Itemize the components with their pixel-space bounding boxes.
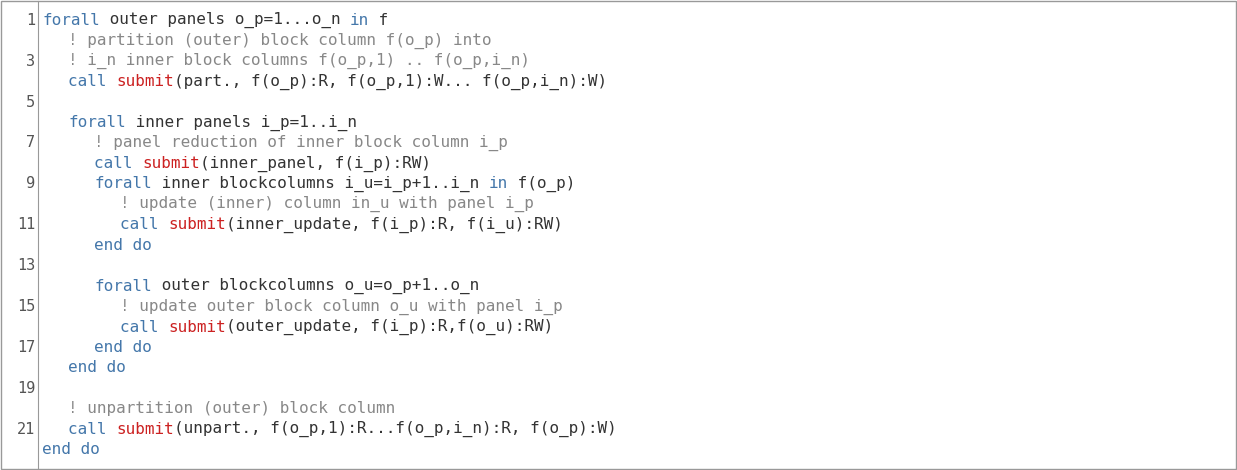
Text: submit: submit — [116, 74, 174, 89]
Text: inner panels i_p=1..i_n: inner panels i_p=1..i_n — [126, 114, 356, 131]
Text: f(o_p): f(o_p) — [508, 176, 575, 192]
Text: end do: end do — [94, 340, 152, 355]
Text: (inner_update, f(i_p):R, f(i_u):RW): (inner_update, f(i_p):R, f(i_u):RW) — [226, 217, 563, 233]
Text: ! panel reduction of inner block column i_p: ! panel reduction of inner block column … — [94, 135, 508, 151]
Text: call: call — [120, 320, 168, 335]
Text: 11: 11 — [17, 217, 35, 232]
Text: (unpart., f(o_p,1):R...f(o_p,i_n):R, f(o_p):W): (unpart., f(o_p,1):R...f(o_p,i_n):R, f(o… — [174, 421, 616, 438]
Text: 19: 19 — [17, 381, 35, 396]
Text: 15: 15 — [17, 299, 35, 314]
Text: end do: end do — [94, 238, 152, 253]
Text: submit: submit — [168, 217, 226, 232]
Text: 5: 5 — [26, 94, 35, 110]
Text: 7: 7 — [26, 135, 35, 150]
Text: call: call — [120, 217, 168, 232]
Text: 21: 21 — [17, 422, 35, 437]
Text: 13: 13 — [17, 258, 35, 273]
Text: ! update (inner) column in_u with panel i_p: ! update (inner) column in_u with panel … — [120, 196, 534, 212]
Text: submit: submit — [116, 422, 174, 437]
Text: (outer_update, f(i_p):R,f(o_u):RW): (outer_update, f(i_p):R,f(o_u):RW) — [226, 319, 553, 335]
Text: (inner_panel, f(i_p):RW): (inner_panel, f(i_p):RW) — [200, 155, 430, 172]
Text: outer panels o_p=1...o_n: outer panels o_p=1...o_n — [100, 12, 350, 28]
Text: (part., f(o_p):R, f(o_p,1):W... f(o_p,i_n):W): (part., f(o_p):R, f(o_p,1):W... f(o_p,i_… — [174, 73, 607, 90]
Text: ! unpartition (outer) block column: ! unpartition (outer) block column — [68, 401, 396, 416]
Text: 1: 1 — [26, 13, 35, 28]
Text: end do: end do — [42, 442, 100, 457]
Text: 17: 17 — [17, 340, 35, 355]
Text: inner blockcolumns i_u=i_p+1..i_n: inner blockcolumns i_u=i_p+1..i_n — [152, 176, 489, 192]
Text: in: in — [350, 13, 370, 28]
Text: forall: forall — [42, 13, 100, 28]
Text: ! partition (outer) block column f(o_p) into: ! partition (outer) block column f(o_p) … — [68, 32, 491, 49]
Text: submit: submit — [142, 156, 200, 171]
Text: ! i_n inner block columns f(o_p,1) .. f(o_p,i_n): ! i_n inner block columns f(o_p,1) .. f(… — [68, 53, 529, 69]
Text: call: call — [68, 74, 116, 89]
Text: forall: forall — [68, 115, 126, 130]
Text: end do: end do — [68, 360, 126, 376]
Text: forall: forall — [94, 176, 152, 191]
Text: forall: forall — [94, 279, 152, 294]
Text: call: call — [94, 156, 142, 171]
Text: submit: submit — [168, 320, 226, 335]
Text: ! update outer block column o_u with panel i_p: ! update outer block column o_u with pan… — [120, 298, 563, 315]
Text: call: call — [68, 422, 116, 437]
Text: 9: 9 — [26, 176, 35, 191]
Text: f: f — [370, 13, 388, 28]
Text: outer blockcolumns o_u=o_p+1..o_n: outer blockcolumns o_u=o_p+1..o_n — [152, 278, 479, 294]
Text: 3: 3 — [26, 54, 35, 69]
Text: in: in — [489, 176, 508, 191]
